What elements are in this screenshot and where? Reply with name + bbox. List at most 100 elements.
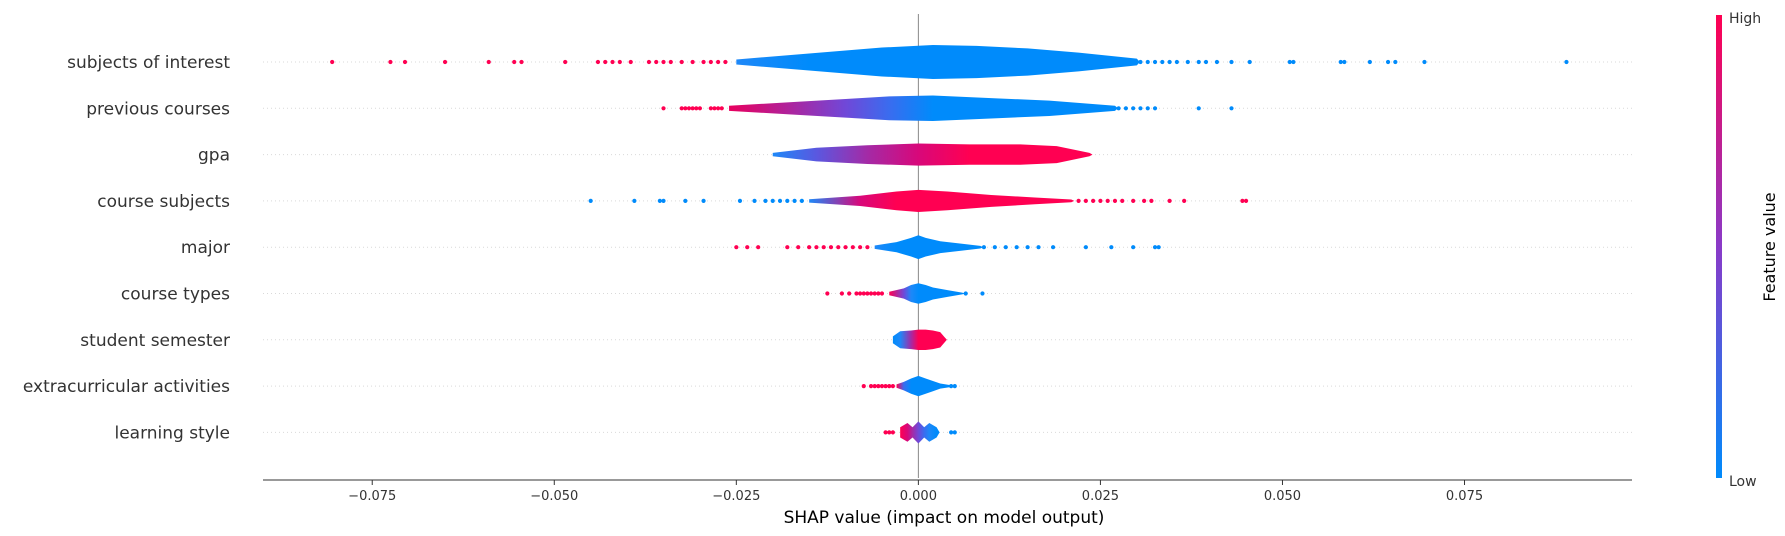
data-point <box>792 198 797 203</box>
data-point <box>402 59 408 65</box>
data-point <box>723 59 728 65</box>
data-point <box>1149 198 1154 203</box>
data-point <box>603 59 608 65</box>
data-point <box>683 198 688 203</box>
data-point <box>1014 245 1019 250</box>
data-point <box>1160 59 1165 65</box>
data-point <box>1393 59 1398 65</box>
data-point <box>690 106 695 111</box>
data-point <box>785 198 790 203</box>
data-point <box>785 245 790 250</box>
data-point <box>1152 245 1158 250</box>
data-point <box>1156 245 1161 250</box>
data-point <box>661 59 666 65</box>
data-point <box>1152 106 1158 111</box>
data-point <box>512 59 517 65</box>
feature-label: subjects of interest <box>67 53 230 73</box>
colorbar-gradient <box>1716 15 1722 478</box>
violin-course-subjects <box>809 189 1075 212</box>
data-point <box>595 59 601 65</box>
data-point <box>1109 245 1114 250</box>
data-point <box>825 291 830 296</box>
data-point <box>442 59 448 65</box>
x-tick-label: −0.075 <box>348 489 396 504</box>
data-point <box>1050 245 1056 250</box>
data-point <box>752 198 757 203</box>
data-point <box>807 245 812 250</box>
data-point <box>1025 245 1030 250</box>
data-point <box>890 384 895 389</box>
x-axis: −0.075 −0.050 −0.025 0.000 0.025 0.050 0.075 <box>263 479 1632 504</box>
x-tick-label: 0.075 <box>1446 489 1483 504</box>
data-point <box>1196 106 1201 111</box>
data-point <box>632 198 637 203</box>
data-point <box>734 245 739 250</box>
violin-major <box>874 235 984 260</box>
data-point <box>657 198 662 203</box>
x-tick-label: −0.050 <box>530 489 578 504</box>
data-point <box>745 245 750 250</box>
data-point <box>1105 198 1110 203</box>
data-point <box>1229 59 1234 65</box>
data-point <box>887 384 892 389</box>
data-point <box>883 430 888 435</box>
data-point <box>777 198 783 203</box>
data-point <box>1243 198 1249 203</box>
data-point <box>610 59 615 65</box>
data-point <box>949 384 954 389</box>
data-point <box>876 291 881 296</box>
data-point <box>1422 59 1427 65</box>
feature-labels: subjects of interest previous courses gpa c… <box>23 53 230 443</box>
data-point <box>1131 106 1136 111</box>
data-point <box>1112 198 1118 203</box>
data-point <box>1131 245 1136 250</box>
data-point <box>716 59 721 65</box>
data-point <box>1367 59 1372 65</box>
x-tick-label: −0.025 <box>712 489 760 504</box>
data-point <box>1142 198 1147 203</box>
data-point <box>952 384 957 389</box>
data-point <box>712 106 717 111</box>
data-point <box>1185 59 1190 65</box>
data-point <box>1083 245 1088 250</box>
violin-subjects-of-interest <box>736 45 1140 79</box>
data-point <box>628 59 633 65</box>
data-point <box>686 106 692 111</box>
data-point <box>854 291 859 296</box>
data-point <box>872 384 877 389</box>
data-point <box>799 198 804 203</box>
data-point <box>814 245 819 250</box>
feature-label: course subjects <box>97 192 230 212</box>
data-point <box>690 59 695 65</box>
data-point <box>716 106 721 111</box>
feature-label: previous courses <box>86 99 230 119</box>
feature-label: extracurricular activities <box>23 377 230 397</box>
data-point <box>1120 198 1125 203</box>
data-point <box>679 59 684 65</box>
data-point <box>1240 198 1245 203</box>
data-point <box>1076 198 1081 203</box>
data-point <box>858 291 863 296</box>
data-point <box>839 291 845 296</box>
data-point <box>876 384 881 389</box>
data-point <box>868 291 874 296</box>
data-point <box>872 291 877 296</box>
data-point <box>661 198 666 203</box>
violin-course-types <box>889 283 966 304</box>
data-point <box>879 291 885 296</box>
data-point <box>563 59 568 65</box>
data-point <box>1338 59 1343 65</box>
feature-label: course types <box>121 285 230 305</box>
data-point <box>1123 106 1129 111</box>
data-point <box>588 198 593 203</box>
data-point <box>1003 245 1008 250</box>
data-point <box>679 106 684 111</box>
data-point <box>770 198 775 203</box>
data-point <box>668 59 673 65</box>
data-point <box>756 245 761 250</box>
data-point <box>1196 59 1201 65</box>
colorbar-high-label: High <box>1729 11 1761 27</box>
data-point <box>330 59 335 65</box>
